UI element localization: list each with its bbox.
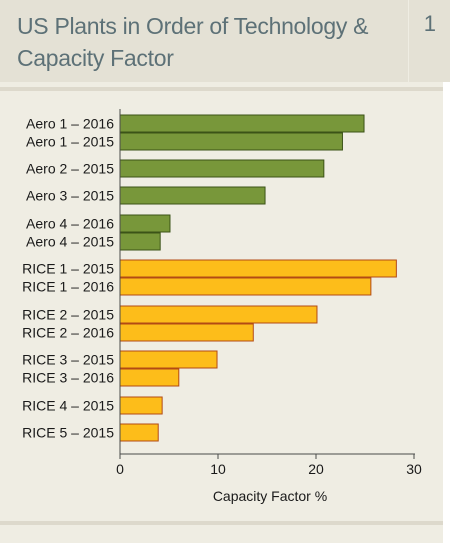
bar-2: [119, 159, 325, 178]
category-label-4: Aero 4 – 2016: [26, 216, 114, 232]
category-label-12: RICE 4 – 2015: [22, 398, 114, 414]
bar-3: [119, 186, 266, 205]
category-label-0: Aero 1 – 2016: [26, 116, 114, 132]
category-label-2: Aero 2 – 2015: [26, 161, 114, 177]
bar-11: [119, 368, 180, 387]
bar-0: [119, 114, 365, 133]
x-tick-label-0: 0: [116, 461, 124, 477]
bar-1: [119, 132, 343, 151]
figure-number-panel: 1: [409, 0, 450, 82]
x-axis-ticks: 0 10 20 30: [116, 454, 422, 477]
bar-4: [119, 214, 171, 233]
category-label-8: RICE 2 – 2015: [22, 307, 114, 323]
category-label-9: RICE 2 – 2016: [22, 325, 114, 341]
bar-group: [119, 114, 397, 442]
bar-13: [119, 423, 159, 442]
category-label-13: RICE 5 – 2015: [22, 425, 114, 441]
bar-12: [119, 396, 163, 415]
bar-9: [119, 323, 254, 342]
chart-title: US Plants in Order of Technology & Capac…: [17, 13, 369, 71]
page-edge: [443, 82, 450, 543]
x-axis-title: Capacity Factor %: [213, 488, 327, 504]
bottom-divider: [0, 521, 444, 525]
x-tick-label-2: 20: [308, 461, 324, 477]
bar-8: [119, 305, 318, 324]
header-panel: US Plants in Order of Technology & Capac…: [0, 0, 408, 82]
category-label-11: RICE 3 – 2016: [22, 370, 114, 386]
x-tick-label-3: 30: [406, 461, 422, 477]
bar-6: [119, 259, 397, 278]
figure-number: 1: [423, 11, 436, 36]
bar-7: [119, 277, 372, 296]
bar-10: [119, 350, 218, 369]
category-label-1: Aero 1 – 2015: [26, 134, 114, 150]
top-divider: [0, 87, 444, 91]
category-label-10: RICE 3 – 2015: [22, 352, 114, 368]
x-tick-label-1: 10: [210, 461, 226, 477]
bar-5: [119, 232, 161, 251]
category-label-5: Aero 4 – 2015: [26, 234, 114, 250]
category-label-6: RICE 1 – 2015: [22, 261, 114, 277]
category-labels: Aero 1 – 2016 Aero 1 – 2015 Aero 2 – 2015 A…: [22, 116, 114, 441]
category-label-7: RICE 1 – 2016: [22, 279, 114, 295]
category-label-3: Aero 3 – 2015: [26, 188, 114, 204]
